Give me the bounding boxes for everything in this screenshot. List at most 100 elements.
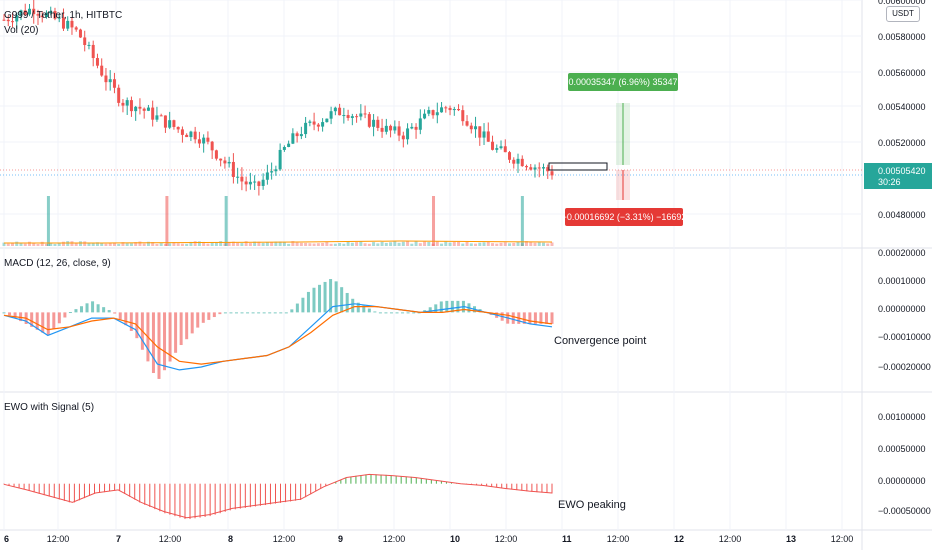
macd-legend[interactable]: MACD (12, 26, close, 9) [4, 258, 111, 269]
volume-bar [406, 241, 410, 246]
volume-bar [495, 243, 499, 246]
macd-histogram-bar [41, 312, 45, 333]
volume-bar [452, 241, 456, 246]
candle-body [61, 17, 65, 29]
candle-body [431, 110, 435, 116]
macd-histogram-bar [157, 312, 161, 379]
macd-histogram-bar [539, 312, 543, 324]
volume-bar [83, 241, 87, 246]
macd-histogram-bar [262, 312, 266, 314]
volume-bar [482, 242, 486, 246]
candle-body [95, 58, 99, 66]
macd-tick-label: −0.00010000 [878, 332, 931, 342]
time-tick-label: 12:00 [383, 534, 406, 544]
macd-histogram-bar [179, 312, 183, 346]
macd-histogram-bar [212, 312, 216, 318]
candle-body [529, 167, 533, 170]
volume-bar [372, 242, 376, 246]
volume-legend[interactable]: Vol (20) [4, 25, 39, 36]
macd-histogram-bar [356, 302, 360, 313]
macd-histogram-bar [113, 312, 117, 314]
candle-body [32, 8, 36, 15]
volume-bar [380, 241, 384, 246]
volume-bar [27, 241, 31, 246]
macd-histogram-bar [406, 312, 410, 314]
candle-body [36, 14, 40, 16]
candle-body [70, 20, 74, 28]
time-tick-label: 12 [674, 534, 684, 544]
volume-bar [257, 241, 261, 246]
candle-body [367, 114, 371, 127]
candle-body [129, 100, 133, 112]
macd-histogram-bar [163, 312, 167, 371]
macd-histogram-bar [223, 312, 227, 314]
macd-histogram-bar [301, 297, 305, 313]
macd-histogram-bar [312, 287, 316, 313]
candle-body [66, 20, 70, 29]
position-tool: 0.00035347 (6.96%) 35347 −0.00016692 (−3.… [548, 73, 686, 226]
candle-body [248, 181, 252, 185]
volume-bar [104, 243, 108, 246]
volume-bar [465, 241, 469, 246]
candle-body [389, 125, 393, 131]
macd-histogram-bar [412, 312, 416, 314]
volume-bar [529, 241, 533, 246]
volume-bar [397, 242, 401, 246]
time-tick-label: 12:00 [831, 534, 854, 544]
candle-body [452, 108, 456, 111]
macd-histogram-bar [35, 312, 39, 330]
volume-bar [193, 241, 197, 246]
macd-histogram-bar [102, 307, 106, 313]
macd-histogram-bar [168, 312, 172, 362]
time-tick-label: 13 [786, 534, 796, 544]
volume-bar [342, 243, 346, 246]
volume-bar [214, 242, 218, 246]
time-tick-label: 12:00 [719, 534, 742, 544]
candle-body [265, 172, 269, 180]
volume-spike-bar [520, 196, 524, 246]
volume-bar [23, 243, 27, 246]
macd-histogram-bar [85, 303, 89, 313]
volume-bar [384, 242, 388, 246]
time-tick-label: 7 [116, 534, 121, 544]
volume-bar [15, 241, 19, 246]
macd-histogram-bar [284, 312, 288, 314]
candle-body [384, 125, 388, 132]
macd-histogram-bar [401, 312, 405, 314]
candle-body [180, 129, 184, 135]
volume-bar [125, 243, 129, 246]
currency-unit-badge[interactable]: USDT [886, 6, 920, 22]
candle-body [53, 11, 57, 19]
volume-bar [270, 242, 274, 246]
candle-body [299, 134, 303, 137]
volume-bar [304, 242, 308, 246]
time-tick-label: 12:00 [159, 534, 182, 544]
candle-body [397, 126, 401, 136]
candle-body [27, 8, 31, 15]
macd-histogram-bar [251, 312, 255, 314]
volume-bar [291, 241, 295, 246]
volume-bar [219, 241, 223, 246]
candle-body [457, 108, 461, 111]
volume-bar [478, 242, 482, 246]
candle-body [83, 37, 87, 46]
candle-body [410, 126, 414, 129]
volume-bar [142, 243, 146, 246]
time-tick-label: 12:00 [273, 534, 296, 544]
volume-bar [206, 243, 210, 246]
volume-bar [19, 243, 23, 246]
volume-bar [146, 241, 150, 246]
ewo-legend[interactable]: EWO with Signal (5) [4, 402, 95, 413]
volume-bar [202, 241, 206, 246]
volume-bar [537, 242, 541, 246]
volume-bar [244, 241, 248, 246]
symbol-legend[interactable]: G999 / Tether, 1h, HITBTC [4, 10, 123, 21]
current-price-label: 0.00505420 [878, 166, 926, 176]
candle-body [363, 113, 367, 115]
candle-body [461, 110, 465, 122]
volume-bar [32, 242, 36, 246]
volume-bar [117, 243, 121, 246]
macd-histogram-bar [306, 291, 310, 313]
